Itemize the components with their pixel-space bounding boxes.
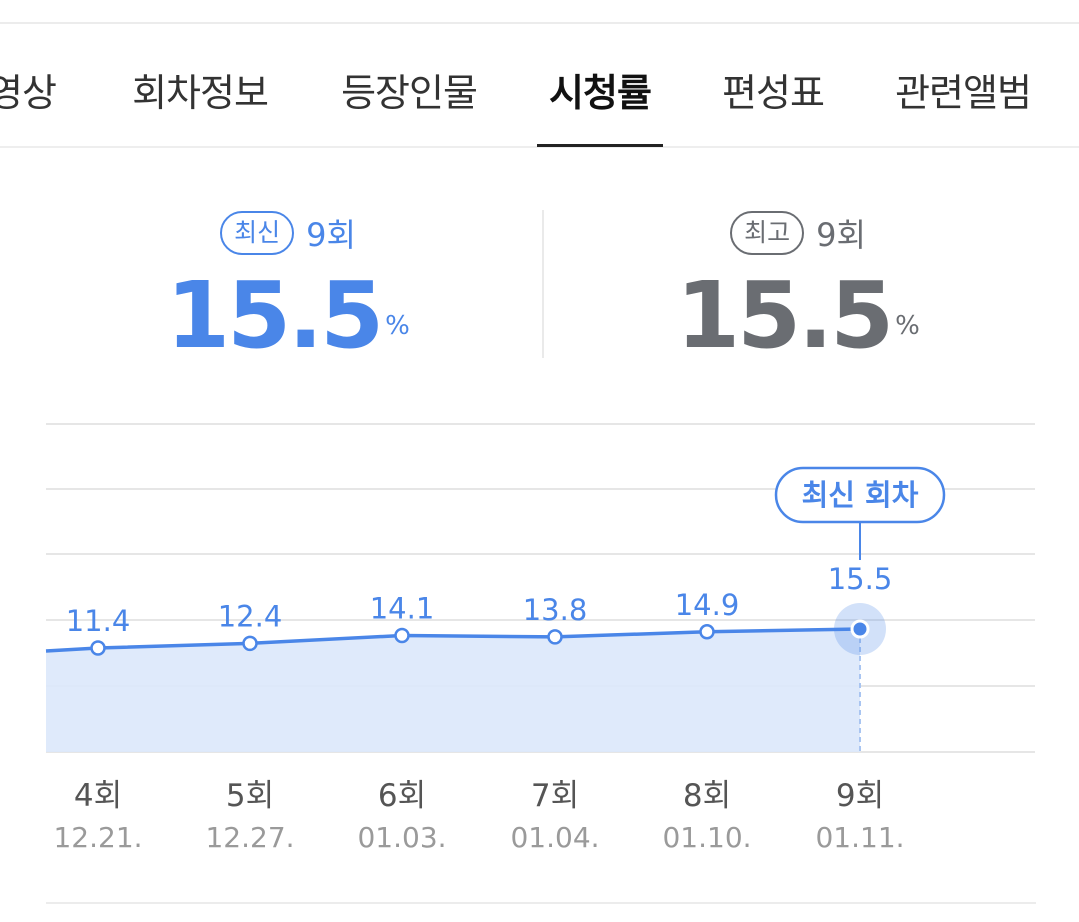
value-label: 13.8 bbox=[523, 593, 588, 627]
latest-rating-unit: % bbox=[385, 311, 410, 341]
data-point bbox=[699, 624, 715, 640]
episode-label: 4회 bbox=[74, 778, 122, 814]
latest-badge: 최신 bbox=[220, 211, 295, 255]
area-fill bbox=[46, 629, 860, 752]
episode-label: 5회 bbox=[226, 778, 274, 814]
tab-bar: 영상 회차정보 등장인물 시청률 편성표 관련앨범 bbox=[0, 24, 1079, 148]
value-label: 12.4 bbox=[218, 599, 283, 633]
data-point bbox=[394, 627, 410, 644]
best-badge: 최고 bbox=[730, 211, 805, 255]
point-latest bbox=[850, 619, 870, 639]
tab-cast[interactable]: 등장인물 bbox=[341, 71, 478, 115]
data-point bbox=[242, 635, 258, 652]
ratings-line-chart: 11.4 4회 12.21. 12.4 5회 12.27. 14.1 6회 01.03. 13.8… bbox=[45, 423, 1035, 854]
callout-label: 최신 회차 bbox=[802, 478, 919, 512]
tab-video[interactable]: 영상 bbox=[0, 71, 57, 115]
latest-rating-panel: 최신 9회 15.5% bbox=[18, 208, 558, 366]
callout-box bbox=[774, 466, 946, 524]
data-point bbox=[547, 629, 563, 645]
data-point bbox=[90, 640, 106, 656]
best-rating-unit: % bbox=[895, 311, 920, 341]
top-divider bbox=[0, 22, 1079, 24]
bottom-divider bbox=[46, 902, 1036, 904]
tab-ratings[interactable]: 시청률 bbox=[549, 71, 652, 115]
tab-related-albums[interactable]: 관련앨범 bbox=[895, 71, 1032, 115]
value-label: 11.4 bbox=[66, 604, 131, 638]
date-label: 01.11. bbox=[815, 821, 904, 854]
episode-label: 6회 bbox=[378, 778, 426, 814]
stats-divider bbox=[542, 210, 544, 358]
date-label: 12.27. bbox=[205, 821, 294, 854]
date-label: 01.03. bbox=[357, 821, 446, 854]
best-rating-panel: 최고 9회 15.5% bbox=[528, 208, 1068, 366]
best-episode: 9회 bbox=[816, 216, 866, 254]
active-tab-indicator bbox=[537, 144, 663, 147]
date-label: 01.04. bbox=[510, 821, 599, 854]
latest-rating-value: 15.5% bbox=[166, 262, 410, 369]
episode-label: 7회 bbox=[531, 778, 579, 814]
latest-episode: 9회 bbox=[306, 216, 356, 254]
date-label: 12.21. bbox=[53, 821, 142, 854]
episode-label: 9회 bbox=[836, 778, 884, 814]
best-rating-value: 15.5% bbox=[676, 262, 920, 369]
tab-schedule[interactable]: 편성표 bbox=[722, 71, 825, 115]
value-label: 15.5 bbox=[828, 562, 893, 596]
value-label: 14.1 bbox=[370, 591, 435, 625]
episode-label: 8회 bbox=[683, 778, 731, 814]
tab-episode-info[interactable]: 회차정보 bbox=[132, 71, 269, 115]
date-label: 01.10. bbox=[662, 821, 751, 854]
value-label: 14.9 bbox=[675, 588, 740, 622]
